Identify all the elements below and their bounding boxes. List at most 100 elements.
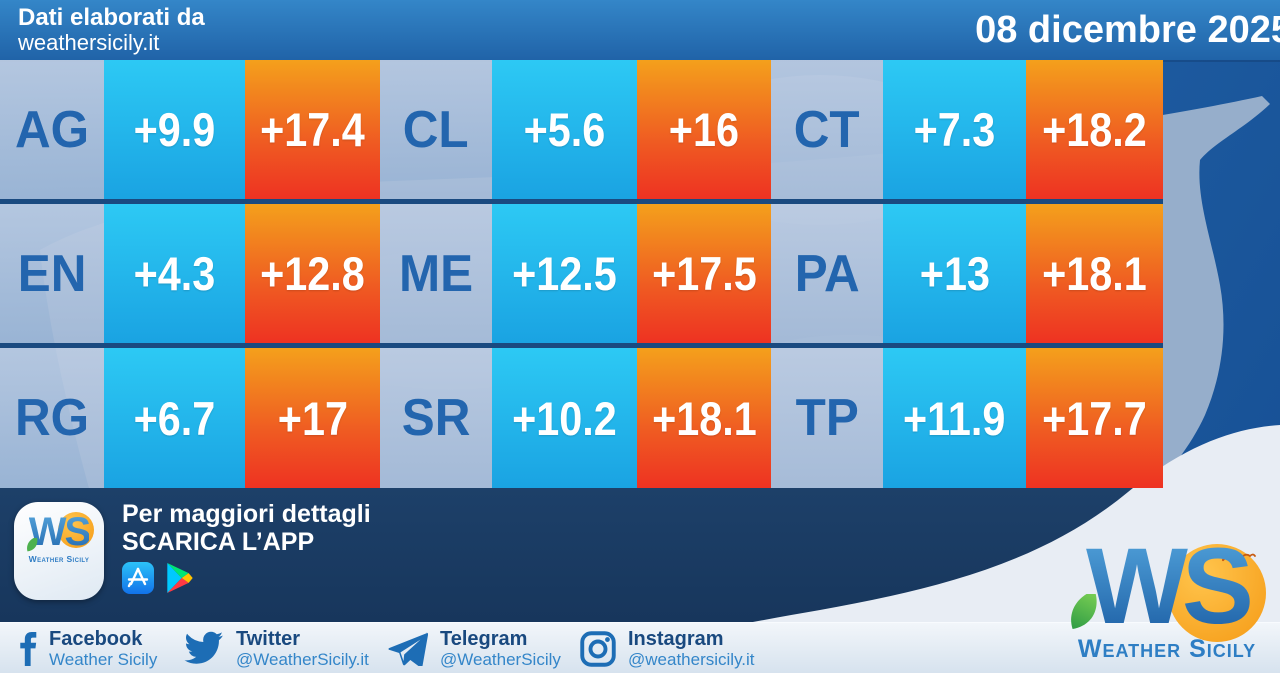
province-code-CT: CT [771,60,883,199]
max-temp-EN: +12.8 [245,204,380,343]
attribution-line2: weathersicily.it [18,30,160,55]
attribution: Dati elaborati da weathersicily.it [18,5,205,55]
social-network-name: Instagram [628,628,724,650]
min-temp-RG: +6.7 [104,348,245,488]
leaf-icon [1071,594,1097,629]
min-temp-AG: +9.9 [104,60,245,199]
google-play-icon[interactable] [166,563,194,593]
leaf-icon [27,538,38,552]
app-store-icon[interactable] [122,562,154,594]
social-instagram[interactable]: Instagram @weathersicily.it [580,628,755,670]
province-code-text: ME [398,244,474,303]
social-bar: Facebook Weather Sicily Twitter @Weather… [0,622,1280,673]
social-twitter[interactable]: Twitter @WeatherSicily.it [182,628,369,670]
promo-text: Per maggiori dettagli SCARICA L’APP [122,500,371,556]
app-promo: WS Weather Sicily Per maggiori dettagli … [0,488,700,622]
min-temp-text: +11.9 [903,391,1006,445]
max-temp-CL: +16 [637,60,771,199]
min-temp-text: +10.2 [512,391,617,445]
instagram-icon [580,631,616,667]
social-handle: @weathersicily.it [628,650,755,669]
province-code-AG: AG [0,60,104,199]
min-temp-CT: +7.3 [883,60,1026,199]
min-temp-CL: +5.6 [492,60,637,199]
social-network-name: Twitter [236,628,301,650]
telegram-icon [388,632,428,666]
social-text: Instagram @weathersicily.it [628,628,755,670]
province-code-text: CT [794,100,860,159]
max-temp-CT: +18.2 [1026,60,1163,199]
min-temp-EN: +4.3 [104,204,245,343]
max-temp-text: +18.1 [1042,247,1147,300]
min-temp-text: +12.5 [512,247,617,300]
social-text: Twitter @WeatherSicily.it [236,628,369,670]
max-temp-RG: +17 [245,348,380,488]
attribution-line1: Dati elaborati da [18,4,205,31]
weather-sicily-logo: WS Weather Sicily [1062,532,1272,664]
max-temp-text: +17.7 [1042,391,1147,445]
province-code-SR: SR [380,348,492,488]
date-title: 08 dicembre 2025 [975,9,1280,51]
province-code-text: SR [401,389,471,447]
row-separator [0,199,1163,204]
min-temp-text: +6.7 [133,391,216,445]
max-temp-ME: +17.5 [637,204,771,343]
min-temp-SR: +10.2 [492,348,637,488]
sun-circle-icon [58,512,94,548]
store-badges [122,562,194,594]
max-temp-text: +18.2 [1042,103,1147,156]
province-code-TP: TP [771,348,883,488]
temperature-grid: AG +9.9 +17.4 CL +5.6 +16 CT +7.3 +18.2 EN +4.3 +12… [0,60,1163,488]
province-code-ME: ME [380,204,492,343]
max-temp-text: +17.5 [651,247,757,300]
max-temp-text: +18.1 [651,391,757,445]
province-code-text: EN [17,244,87,303]
min-temp-TP: +11.9 [883,348,1026,488]
province-code-text: PA [794,244,860,303]
header-bar: Dati elaborati da weathersicily.it 08 di… [0,0,1280,60]
social-text: Facebook Weather Sicily [49,628,158,670]
social-handle: @WeatherSicily [440,650,561,669]
social-handle: @WeatherSicily.it [236,650,369,669]
sun-circle-icon [1168,544,1266,642]
min-temp-text: +9.9 [133,103,216,156]
row-separator [0,343,1163,348]
social-facebook[interactable]: Facebook Weather Sicily [20,628,157,670]
province-code-CL: CL [380,60,492,199]
max-temp-text: +12.8 [260,247,365,300]
facebook-icon [20,632,37,666]
social-network-name: Telegram [440,628,528,650]
social-handle: Weather Sicily [49,650,158,669]
province-code-EN: EN [0,204,104,343]
min-temp-text: +4.3 [133,247,216,300]
twitter-icon [184,631,223,664]
max-temp-text: +16 [668,103,740,156]
province-code-text: RG [14,389,90,447]
min-temp-text: +13 [919,247,990,300]
province-code-text: CL [403,100,469,159]
province-code-RG: RG [0,348,104,488]
promo-line1: Per maggiori dettagli [122,500,371,528]
province-code-text: TP [795,389,859,447]
min-temp-PA: +13 [883,204,1026,343]
min-temp-text: +7.3 [913,103,996,156]
social-text: Telegram @WeatherSicily [440,628,561,670]
max-temp-text: +17 [277,391,348,445]
max-temp-TP: +17.7 [1026,348,1163,488]
max-temp-PA: +18.1 [1026,204,1163,343]
province-code-text: AG [14,100,90,159]
max-temp-AG: +17.4 [245,60,380,199]
min-temp-text: +5.6 [523,103,606,156]
social-network-name: Facebook [49,628,143,650]
ws-logo-mini: WS Weather Sicily [14,512,104,564]
max-temp-text: +17.4 [260,103,365,156]
ws-logo-letters: WS [28,510,91,554]
social-telegram[interactable]: Telegram @WeatherSicily [388,628,561,670]
ws-app-icon: WS Weather Sicily [14,502,104,600]
ws-logo-caption: Weather Sicily [28,554,90,564]
max-temp-SR: +18.1 [637,348,771,488]
min-temp-ME: +12.5 [492,204,637,343]
promo-line2: SCARICA L’APP [122,528,315,556]
province-code-PA: PA [771,204,883,343]
